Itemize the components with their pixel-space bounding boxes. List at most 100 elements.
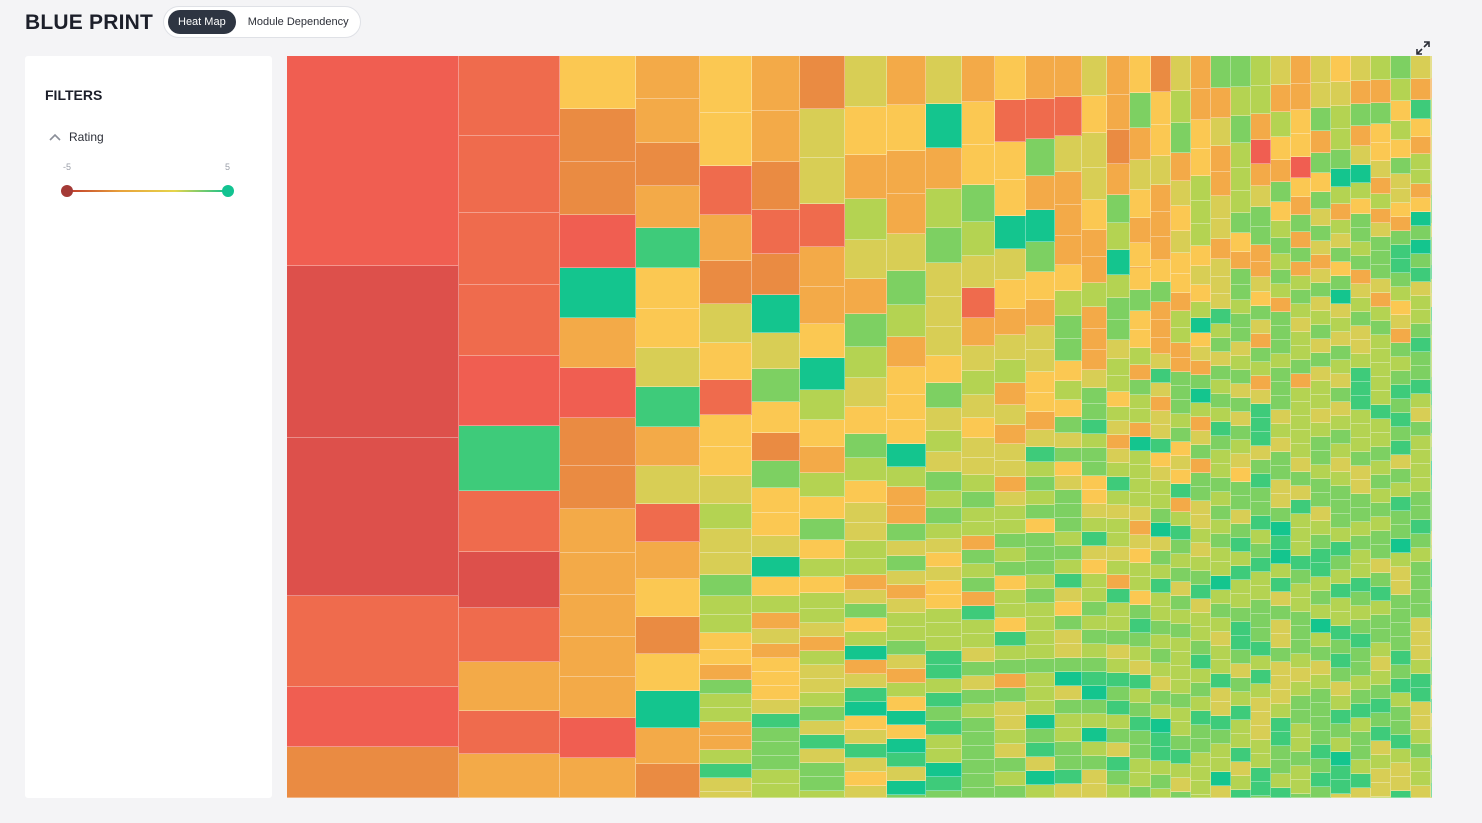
heat-map-tile[interactable] <box>560 718 636 758</box>
heat-map-tile[interactable] <box>1082 714 1107 729</box>
heat-map-tile[interactable] <box>752 595 800 613</box>
heat-map-tile[interactable] <box>1411 478 1431 493</box>
heat-map-tile[interactable] <box>700 721 752 736</box>
heat-map-tile[interactable] <box>1411 198 1431 213</box>
heat-map-tile[interactable] <box>1431 433 1432 448</box>
heat-map-tile[interactable] <box>287 747 459 798</box>
heat-map-tile[interactable] <box>1371 123 1391 144</box>
heat-map-tile[interactable] <box>1211 687 1231 702</box>
heat-map-tile[interactable] <box>1291 430 1311 445</box>
heat-map-tile[interactable] <box>1026 672 1055 687</box>
heat-map-tile[interactable] <box>1271 619 1291 634</box>
heat-map-tile[interactable] <box>1371 768 1391 783</box>
heat-map-tile[interactable] <box>1251 795 1271 798</box>
heat-map-tile[interactable] <box>1211 673 1231 688</box>
heat-map-tile[interactable] <box>1107 223 1130 251</box>
heat-map-tile[interactable] <box>1055 316 1082 340</box>
heat-map-tile[interactable] <box>1151 494 1171 509</box>
heat-map-tile[interactable] <box>1231 356 1251 371</box>
heat-map-tile[interactable] <box>1291 215 1311 232</box>
heat-map-tile[interactable] <box>1082 644 1107 659</box>
heat-map-tile[interactable] <box>1271 787 1291 798</box>
heat-map-tile[interactable] <box>1291 56 1311 84</box>
heat-map-tile[interactable] <box>1431 797 1432 798</box>
heat-map-tile[interactable] <box>1151 536 1171 551</box>
heat-map-tile[interactable] <box>1271 549 1291 564</box>
heat-map-tile[interactable] <box>1331 598 1351 613</box>
heat-map-tile[interactable] <box>1391 140 1411 158</box>
heat-map-tile[interactable] <box>1151 578 1171 593</box>
heat-map-tile[interactable] <box>1411 380 1431 395</box>
heat-map-tile[interactable] <box>1107 250 1130 276</box>
heat-map-tile[interactable] <box>1411 464 1431 479</box>
heat-map-tile[interactable] <box>1171 679 1191 694</box>
heat-map-tile[interactable] <box>887 696 926 711</box>
heat-map-tile[interactable] <box>1107 298 1130 320</box>
heat-map-tile[interactable] <box>1331 82 1351 107</box>
heat-map-tile[interactable] <box>1331 262 1351 277</box>
heat-map-tile[interactable] <box>700 215 752 262</box>
heat-map-tile[interactable] <box>1431 56 1432 78</box>
heat-map-tile[interactable] <box>1055 671 1082 686</box>
heat-map-tile[interactable] <box>700 503 752 530</box>
heat-map-tile[interactable] <box>887 724 926 739</box>
heat-map-tile[interactable] <box>1026 242 1055 273</box>
heat-map-tile[interactable] <box>1171 707 1191 722</box>
heat-map-tile[interactable] <box>800 693 845 708</box>
heat-map-tile[interactable] <box>1291 542 1311 557</box>
heat-map-tile[interactable] <box>1331 187 1351 205</box>
heat-map-tile[interactable] <box>1055 461 1082 476</box>
heat-map-tile[interactable] <box>1130 632 1151 647</box>
heat-map-tile[interactable] <box>1351 284 1371 299</box>
heat-map-tile[interactable] <box>1411 254 1431 269</box>
heat-map-tile[interactable] <box>1431 98 1432 118</box>
heat-map-tile[interactable] <box>1291 374 1311 389</box>
heat-map-tile[interactable] <box>995 757 1026 772</box>
heat-map-tile[interactable] <box>1391 287 1411 302</box>
heat-map-tile[interactable] <box>1107 673 1130 688</box>
heat-map-tile[interactable] <box>1251 739 1271 754</box>
heat-map-tile[interactable] <box>1130 189 1151 218</box>
heat-map-tile[interactable] <box>1391 413 1411 428</box>
heat-map-tile[interactable] <box>1431 349 1432 364</box>
heat-map-tile[interactable] <box>1171 230 1191 253</box>
heat-map-tile[interactable] <box>1082 257 1107 284</box>
heat-map-tile[interactable] <box>1351 354 1371 369</box>
heat-map-tile[interactable] <box>1291 780 1311 795</box>
heat-map-tile[interactable] <box>887 394 926 421</box>
heat-map-tile[interactable] <box>1211 56 1231 89</box>
heat-map-tile[interactable] <box>1371 236 1391 251</box>
heat-map-tile[interactable] <box>1391 121 1411 141</box>
heat-map-tile[interactable] <box>1391 101 1411 122</box>
heat-map-tile[interactable] <box>1055 755 1082 770</box>
heat-map-tile[interactable] <box>1251 655 1271 670</box>
heat-map-tile[interactable] <box>1151 337 1171 354</box>
heat-map-tile[interactable] <box>1391 173 1411 190</box>
heat-map-tile[interactable] <box>1411 137 1431 155</box>
heat-map-tile[interactable] <box>1371 320 1391 335</box>
heat-map-tile[interactable] <box>1191 641 1211 656</box>
heat-map-tile[interactable] <box>1311 338 1331 353</box>
heat-map-tile[interactable] <box>800 791 845 798</box>
heat-map-tile[interactable] <box>995 729 1026 744</box>
heat-map-tile[interactable] <box>887 556 926 571</box>
heat-map-tile[interactable] <box>1351 410 1371 425</box>
heat-map-tile[interactable] <box>995 424 1026 444</box>
heat-map-tile[interactable] <box>1391 245 1411 260</box>
heat-map-tile[interactable] <box>1351 165 1371 183</box>
heat-map-tile[interactable] <box>1311 506 1331 521</box>
heat-map-tile[interactable] <box>926 227 962 264</box>
heat-map-tile[interactable] <box>1211 477 1231 492</box>
heat-map-tile[interactable] <box>1026 325 1055 350</box>
heat-map-tile[interactable] <box>1391 469 1411 484</box>
heat-map-tile[interactable] <box>1391 329 1411 344</box>
heat-map-tile[interactable] <box>962 56 995 103</box>
heat-map-tile[interactable] <box>1026 429 1055 447</box>
heat-map-tile[interactable] <box>1211 547 1231 562</box>
heat-map-tile[interactable] <box>1055 432 1082 448</box>
heat-map-tile[interactable] <box>1107 645 1130 660</box>
expand-arrows-icon[interactable] <box>1414 39 1432 57</box>
heat-map-tile[interactable] <box>926 706 962 721</box>
heat-map-tile[interactable] <box>1026 56 1055 99</box>
heat-map-tile[interactable] <box>1055 475 1082 490</box>
